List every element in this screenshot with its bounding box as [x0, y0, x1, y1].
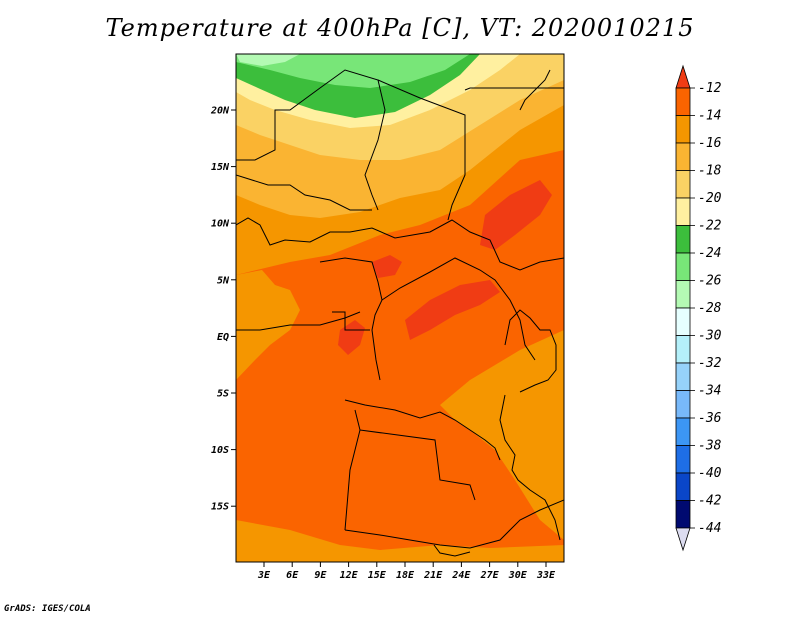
- colorbar-bottom-triangle: [675, 527, 691, 552]
- colorbar-label: -26: [698, 274, 722, 289]
- lon-tick-label: 12E: [340, 570, 359, 581]
- colorbar-label: -12: [698, 81, 722, 96]
- colorbar-swatch: [675, 362, 691, 391]
- colorbar-swatch: [675, 500, 691, 529]
- lat-tick-label: 20N: [210, 106, 230, 117]
- lat-tick-label: 10S: [211, 445, 229, 456]
- lon-tick-label: 15E: [368, 570, 387, 581]
- colorbar-swatch: [675, 472, 691, 501]
- colorbar-swatch: [675, 170, 691, 199]
- lon-tick-label: 30E: [508, 570, 528, 581]
- colorbar-swatch: [675, 142, 691, 171]
- colorbar-label: -38: [698, 439, 722, 454]
- lon-tick-label: 27E: [480, 570, 500, 581]
- colorbar-label: -44: [698, 521, 721, 536]
- lon-tick-label: 18E: [396, 570, 415, 581]
- lat-tick-label: 10N: [211, 219, 230, 230]
- colorbar-label: -32: [698, 356, 722, 371]
- colorbar-swatch: [675, 87, 691, 116]
- colorbar-label: -14: [698, 109, 721, 124]
- colorbar-label: -16: [698, 136, 722, 151]
- field-minus16-south: [236, 520, 564, 562]
- colorbar-swatch: [675, 225, 691, 254]
- colorbar-label: -30: [698, 329, 722, 344]
- lat-tick-label: 5S: [217, 389, 229, 400]
- lon-axis: 3E 6E 9E 12E 15E 18E 21E 24E 27E 30E 33E: [257, 562, 556, 581]
- field-minus16-west: [236, 270, 300, 380]
- colorbar-label: -36: [698, 411, 722, 426]
- country-borders: [236, 69, 564, 557]
- lon-tick-label: 21E: [423, 570, 443, 581]
- colorbar-top-triangle: [675, 64, 691, 89]
- field-minus28: [236, 54, 300, 66]
- map-frame: [235, 53, 565, 563]
- map-field: [236, 54, 564, 562]
- field-minus12-ne: [480, 180, 552, 250]
- colorbar-swatch: [675, 417, 691, 446]
- colorbar-swatch: [675, 445, 691, 474]
- lat-tick-label: 15S: [211, 502, 229, 513]
- colorbar-label: -40: [698, 466, 722, 481]
- colorbar-label: -20: [698, 191, 722, 206]
- colorbar-label: -18: [698, 164, 722, 179]
- lat-axis: 20N 15N 10N 5N EQ 5S 10S 15S: [210, 106, 236, 513]
- colorbar-swatch: [675, 115, 691, 144]
- field-minus26: [236, 54, 470, 88]
- lon-tick-label: 9E: [314, 570, 327, 581]
- lat-tick-label: 15N: [211, 162, 230, 173]
- lon-tick-label: 3E: [257, 570, 271, 581]
- lat-tick-label: EQ: [217, 332, 229, 343]
- colorbar: -12 -14 -16 -18 -20 -22 -24 -26 -28 -30 -32 -34 -36 -…: [675, 64, 722, 552]
- colorbar-swatch: [675, 280, 691, 309]
- field-minus12-n: [372, 255, 402, 278]
- field-minus12-c: [405, 280, 500, 340]
- colorbar-label: -28: [698, 301, 722, 316]
- lon-tick-label: 33E: [536, 570, 556, 581]
- colorbar-swatch: [675, 197, 691, 226]
- map-title: Temperature at 400hPa [C], VT: 202001021…: [105, 14, 695, 42]
- colorbar-label: -42: [698, 494, 722, 509]
- colorbar-swatch: [675, 252, 691, 281]
- lon-tick-label: 6E: [286, 570, 299, 581]
- colorbar-label: -22: [698, 219, 722, 234]
- colorbar-label: -34: [698, 384, 721, 399]
- lon-tick-label: 24E: [451, 570, 471, 581]
- field-minus16-east: [440, 330, 564, 540]
- lat-tick-label: 5N: [217, 275, 230, 286]
- colorbar-label: -24: [698, 246, 721, 261]
- colorbar-swatch: [675, 390, 691, 419]
- grads-credit: GrADS: IGES/COLA: [4, 604, 91, 614]
- colorbar-swatch: [675, 307, 691, 336]
- colorbar-swatch: [675, 335, 691, 364]
